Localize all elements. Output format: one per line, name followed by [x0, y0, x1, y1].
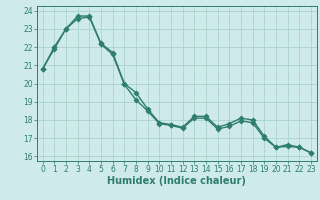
X-axis label: Humidex (Indice chaleur): Humidex (Indice chaleur): [108, 176, 246, 186]
